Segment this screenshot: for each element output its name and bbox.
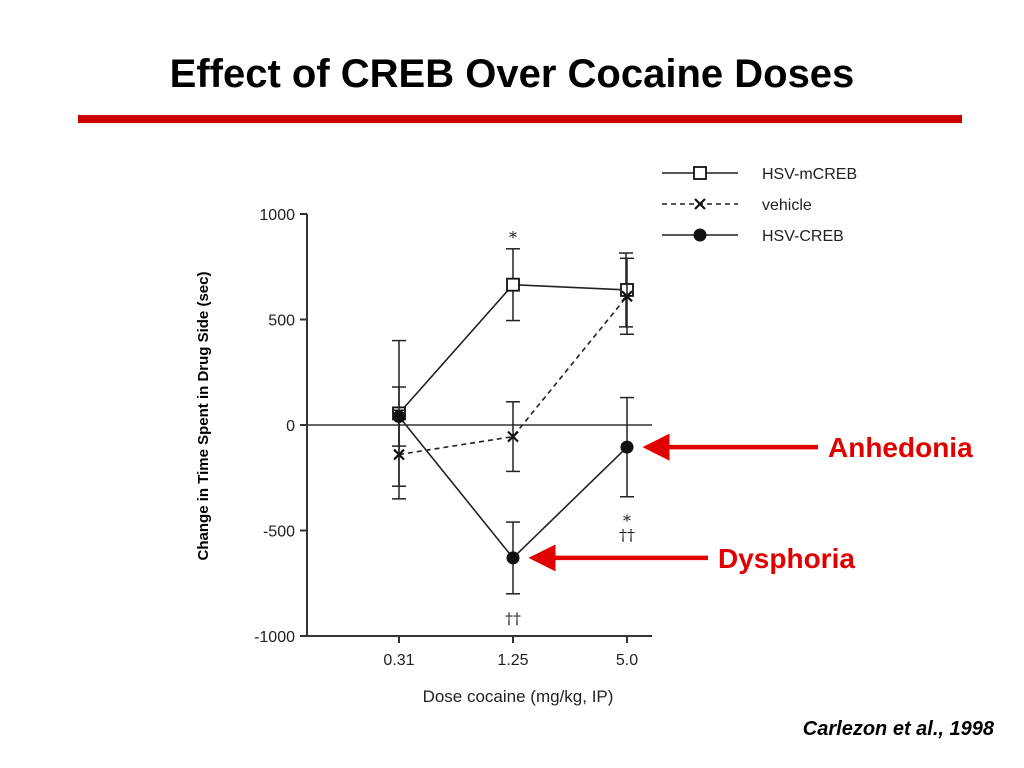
chart-legend: HSV-mCREB vehicle HSV-CREB <box>662 166 857 245</box>
data-point-hsv-mcreb <box>506 277 520 292</box>
series-line-vehicle <box>398 295 628 456</box>
significance-marker: * <box>623 512 631 531</box>
significance-marker: †† <box>619 526 635 545</box>
significance-marker: * <box>509 228 517 247</box>
y-tick-label: 0 <box>286 418 295 435</box>
x-tick-label: 5.0 <box>616 652 638 669</box>
data-point-hsv-creb <box>506 551 520 565</box>
legend-label: HSV-mCREB <box>762 166 857 183</box>
data-point-vehicle <box>621 290 633 303</box>
legend-marker <box>693 166 707 180</box>
y-axis-label: Change in Time Spent in Drug Side (sec) <box>195 272 212 561</box>
x-axis-label: Dose cocaine (mg/kg, IP) <box>423 687 614 706</box>
legend-label: HSV-CREB <box>762 228 844 245</box>
significance-marker: †† <box>505 609 521 628</box>
slide-title: Effect of CREB Over Cocaine Doses <box>169 52 855 96</box>
legend-label: vehicle <box>762 197 812 214</box>
legend-marker <box>694 198 706 210</box>
x-marker-stroke <box>694 198 706 210</box>
x-tick-label: 1.25 <box>497 652 528 669</box>
legend-marker <box>693 228 707 242</box>
x-marker-stroke <box>621 290 633 303</box>
callout-dysphoria: Dysphoria <box>528 543 855 574</box>
y-tick-label: -1000 <box>254 629 295 646</box>
callout-label-anhedonia: Anhedonia <box>828 432 973 463</box>
y-tick-label: -500 <box>263 524 295 541</box>
callout-anhedonia: Anhedonia <box>642 432 973 463</box>
callout-label-dysphoria: Dysphoria <box>718 543 855 574</box>
series-hsv-creb <box>392 386 634 595</box>
data-point-vehicle <box>507 430 519 443</box>
legend-item-vehicle: vehicle <box>662 197 812 214</box>
legend-item-hsv-creb: HSV-CREB <box>662 228 844 245</box>
y-tick-label: 1000 <box>259 207 295 224</box>
x-marker-stroke <box>507 430 519 443</box>
data-point-vehicle <box>393 448 405 461</box>
data-point-hsv-creb <box>392 410 406 424</box>
y-tick-label: 500 <box>268 313 295 330</box>
x-marker-stroke <box>393 448 405 461</box>
chart-annotations: Anhedonia Dysphoria <box>528 432 973 574</box>
chart-series: *††*†† <box>392 228 635 628</box>
title-divider <box>78 115 962 123</box>
chart-axes: 1000 500 0 -500 -1000 0.31 1.25 5.0 Dose cocaine… <box>195 207 652 706</box>
citation: Carlezon et al., 1998 <box>802 718 994 740</box>
x-tick-label: 0.31 <box>383 652 414 669</box>
legend-item-hsv-mcreb: HSV-mCREB <box>662 166 857 183</box>
data-point-hsv-creb <box>620 440 634 454</box>
